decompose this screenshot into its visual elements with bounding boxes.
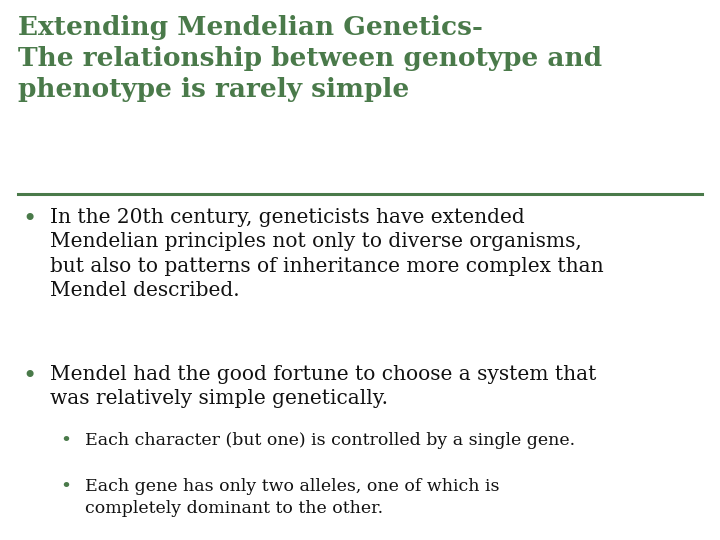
- Text: •: •: [60, 478, 71, 496]
- Text: •: •: [22, 208, 36, 231]
- Text: Each character (but one) is controlled by a single gene.: Each character (but one) is controlled b…: [85, 432, 575, 449]
- Text: •: •: [22, 365, 36, 388]
- Text: In the 20th century, geneticists have extended
Mendelian principles not only to : In the 20th century, geneticists have ex…: [50, 208, 603, 300]
- Text: Each gene has only two alleles, one of which is
completely dominant to the other: Each gene has only two alleles, one of w…: [85, 478, 500, 517]
- Text: Mendel had the good fortune to choose a system that
was relatively simple geneti: Mendel had the good fortune to choose a …: [50, 365, 596, 408]
- Text: •: •: [60, 432, 71, 450]
- Text: Extending Mendelian Genetics-
The relationship between genotype and
phenotype is: Extending Mendelian Genetics- The relati…: [18, 15, 602, 102]
